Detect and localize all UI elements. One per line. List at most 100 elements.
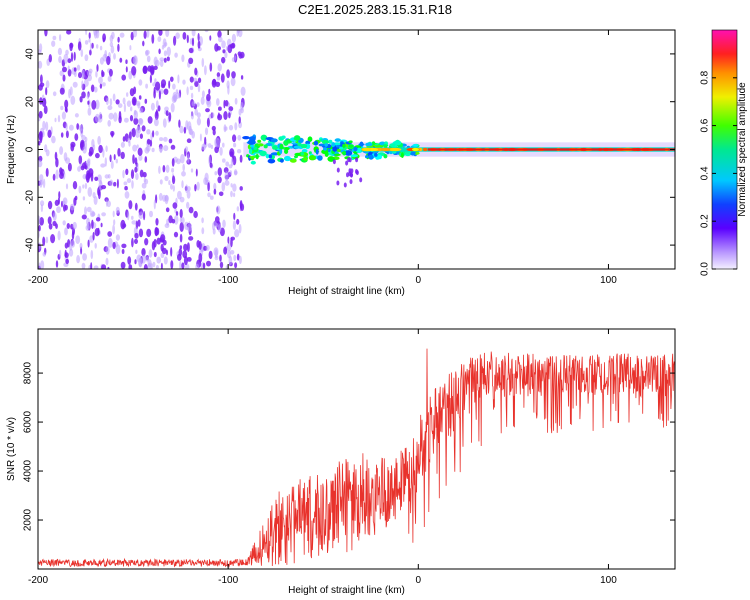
heatmap-cell xyxy=(249,156,256,159)
heatmap-cell xyxy=(78,124,84,132)
heatmap-cell xyxy=(38,215,41,225)
heatmap-cell xyxy=(148,249,153,258)
heatmap-cell xyxy=(160,262,163,269)
heatmap-cell xyxy=(189,76,194,83)
heatmap-cell xyxy=(177,190,182,200)
heatmap-cell xyxy=(59,146,64,155)
heatmap-cell xyxy=(171,158,175,167)
heatmap-cell xyxy=(123,103,126,113)
heatmap-cell xyxy=(230,183,233,188)
heatmap-cell xyxy=(38,262,41,269)
heatmap-cell xyxy=(227,85,230,95)
heatmap-cell xyxy=(84,182,88,190)
heatmap-cell xyxy=(122,97,126,105)
heatmap-cell xyxy=(111,132,114,138)
heatmap-cell xyxy=(315,148,319,155)
heatmap-cell xyxy=(144,147,150,154)
heatmap-cell xyxy=(183,126,187,134)
heatmap-cell xyxy=(153,56,158,66)
heatmap-cell xyxy=(101,264,107,269)
heatmap-cell xyxy=(200,96,205,106)
heatmap-cell xyxy=(119,57,123,63)
heatmap-cell xyxy=(183,255,188,266)
heatmap-cell xyxy=(196,112,201,118)
heatmap-cell xyxy=(155,81,161,91)
heatmap-cell xyxy=(81,80,84,90)
heatmap-cell xyxy=(196,117,201,126)
heatmap-cell xyxy=(57,47,63,56)
heatmap-cell xyxy=(344,150,353,156)
heatmap-cell xyxy=(230,190,233,198)
heatmap-cell xyxy=(88,151,93,157)
heatmap-cell xyxy=(212,228,216,235)
heatmap-cell xyxy=(115,234,120,241)
heatmap-cell xyxy=(193,77,198,83)
heatmap-cell xyxy=(129,88,135,97)
heatmap-cell xyxy=(350,154,359,158)
heatmap-cell xyxy=(221,56,226,64)
heatmap-cell xyxy=(96,44,99,49)
heatmap-cell xyxy=(151,147,155,153)
heatmap-cell xyxy=(41,97,47,107)
heatmap-cell xyxy=(220,73,225,83)
heatmap-cell xyxy=(115,158,119,164)
heatmap-cell xyxy=(355,169,358,174)
heatmap-cell xyxy=(240,75,244,80)
heatmap-cell xyxy=(112,224,115,235)
heatmap-cell xyxy=(132,154,135,165)
heatmap-cell xyxy=(201,90,205,98)
heatmap-cell xyxy=(102,148,105,158)
heatmap-cell xyxy=(98,76,103,84)
heatmap-cell xyxy=(233,192,236,198)
heatmap-cell xyxy=(250,144,255,148)
heatmap-cell xyxy=(153,199,156,210)
heatmap-cell xyxy=(131,127,136,138)
heatmap-cell xyxy=(126,92,129,97)
heatmap-cell xyxy=(132,30,138,38)
heatmap-cell xyxy=(146,55,151,63)
heatmap-cell xyxy=(221,40,226,49)
heatmap-cell xyxy=(122,136,126,142)
heatmap-cell xyxy=(208,250,213,260)
heatmap-cell xyxy=(134,238,138,244)
heatmap-cell xyxy=(125,168,129,175)
heatmap-cell xyxy=(146,138,151,145)
heatmap-cell xyxy=(303,156,308,161)
heatmap-cell xyxy=(152,130,155,138)
heatmap-cell xyxy=(190,111,194,120)
heatmap-cell xyxy=(131,180,134,189)
heatmap-cell xyxy=(145,83,149,89)
y-tick-label: 0 xyxy=(25,146,36,152)
heatmap-cell xyxy=(327,148,331,152)
heatmap-cell xyxy=(84,54,89,62)
heatmap-cell xyxy=(86,222,90,230)
heatmap-cell xyxy=(146,228,152,238)
heatmap-cell xyxy=(90,172,94,182)
heatmap-cell xyxy=(422,147,428,152)
heatmap-cell xyxy=(159,137,164,142)
heatmap-cell xyxy=(222,49,226,54)
y-tick-label: 40 xyxy=(25,48,36,60)
heatmap-cell xyxy=(321,149,328,154)
heatmap-cell xyxy=(232,183,237,192)
heatmap-cell xyxy=(109,34,114,43)
heatmap-cell xyxy=(175,32,180,39)
heatmap-cell xyxy=(193,210,198,219)
snr-x-label: Height of straight line (km) xyxy=(288,585,405,596)
heatmap-cell xyxy=(228,124,234,131)
heatmap-cell xyxy=(225,265,229,269)
heatmap-cell xyxy=(142,171,147,178)
heatmap-cell xyxy=(191,101,196,107)
heatmap-cell xyxy=(229,148,235,158)
heatmap-cell xyxy=(132,98,136,106)
heatmap-cell xyxy=(110,160,114,169)
heatmap-cell xyxy=(179,208,183,219)
heatmap-cell xyxy=(197,40,201,49)
x-tick-label: -100 xyxy=(218,275,238,286)
heatmap-cell xyxy=(39,179,43,188)
heatmap-cell xyxy=(189,128,194,136)
heatmap-cell xyxy=(51,135,56,144)
heatmap-cell xyxy=(66,30,72,35)
heatmap-cell xyxy=(97,227,100,236)
heatmap-cell xyxy=(194,80,199,87)
